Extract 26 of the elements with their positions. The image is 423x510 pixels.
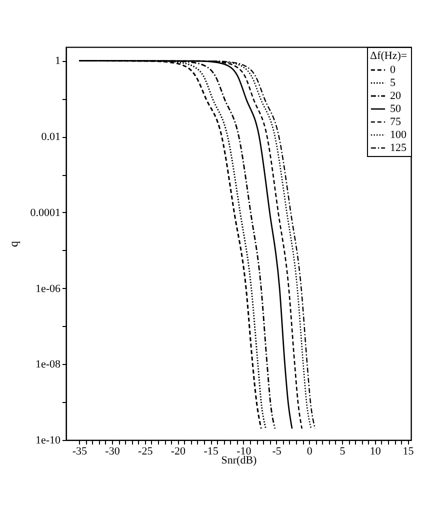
x-tick-label: -15 — [204, 446, 219, 458]
x-tick-label: 10 — [370, 446, 382, 458]
x-tick-label: 0 — [306, 446, 313, 458]
legend-label: 75 — [390, 116, 402, 128]
x-tick-label: -20 — [170, 446, 186, 458]
legend-label: 5 — [390, 77, 396, 89]
x-tick-label: 15 — [402, 446, 414, 458]
legend-label: 0 — [390, 64, 396, 76]
legend-label: 125 — [390, 142, 407, 154]
y-axis-title: q — [6, 241, 20, 247]
legend-label: 50 — [390, 103, 402, 115]
x-tick-label: -35 — [72, 446, 88, 458]
y-tick-label: 1e-08 — [35, 358, 61, 371]
legend-title: Δf(Hz)= — [370, 50, 408, 62]
y-tick-label: 1 — [55, 55, 60, 68]
x-tick-label: -5 — [272, 446, 282, 458]
y-tick-label: 1e-06 — [35, 282, 61, 295]
y-tick-label: 0.0001 — [30, 206, 60, 219]
y-tick-label: 1e-10 — [35, 434, 61, 446]
x-tick-label: 5 — [340, 446, 346, 458]
legend-label: 20 — [390, 90, 402, 102]
legend-label: 100 — [390, 129, 407, 141]
x-axis-title: Snr(dB) — [221, 454, 258, 466]
x-tick-label: -25 — [138, 446, 154, 458]
x-tick-label: -30 — [105, 446, 120, 458]
y-tick-label: 0.01 — [41, 131, 60, 144]
